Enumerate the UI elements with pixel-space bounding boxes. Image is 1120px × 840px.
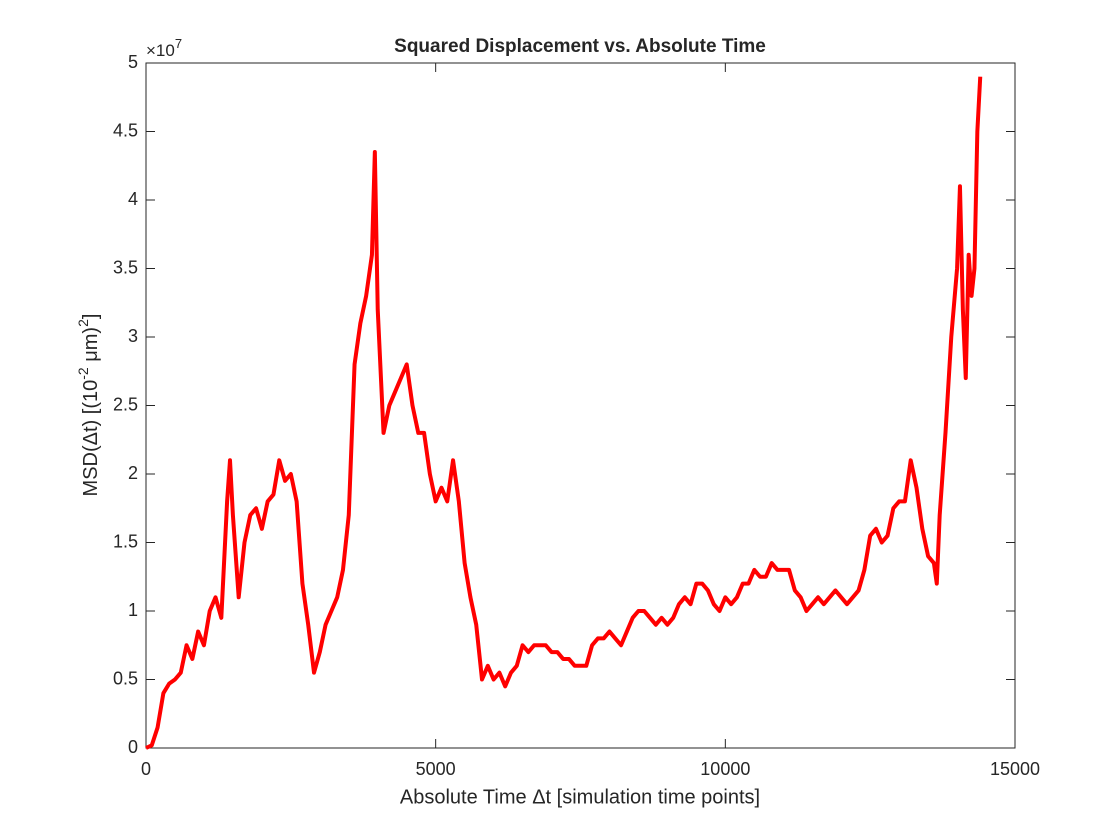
x-tick-label: 5000 — [416, 759, 456, 779]
x-tick-label: 15000 — [990, 759, 1040, 779]
y-scale-exponent: 7 — [175, 36, 182, 51]
y-label-part: ] — [80, 314, 102, 320]
y-tick-label: 0 — [128, 737, 138, 757]
x-tick-label: 10000 — [700, 759, 750, 779]
y-tick-label: 5 — [128, 52, 138, 72]
y-tick-label: 0.5 — [113, 668, 138, 688]
y-label-part: μm) — [80, 327, 102, 367]
y-tick-label: 2 — [128, 463, 138, 483]
y-tick-label: 1.5 — [113, 531, 138, 551]
y-tick-label: 4.5 — [113, 120, 138, 140]
y-axis-label: MSD(Δt) [(10-2 μm)2] — [75, 314, 103, 497]
y-tick-label: 1 — [128, 600, 138, 620]
x-axis-label: Absolute Time Δt [simulation time points… — [400, 786, 760, 808]
y-tick-label: 3 — [128, 326, 138, 346]
y-scale-base: ×10 — [146, 41, 175, 60]
chart-title: Squared Displacement vs. Absolute Time — [394, 36, 766, 57]
y-tick-label: 4 — [128, 189, 138, 209]
x-tick-label: 0 — [141, 759, 151, 779]
data-line — [145, 76, 983, 750]
y-label-superscript: -2 — [75, 367, 91, 380]
y-label-part: MSD(Δt) [(10 — [80, 380, 102, 497]
y-scale-label: ×107 — [146, 36, 182, 61]
y-tick-label: 2.5 — [113, 394, 138, 414]
y-tick-label: 3.5 — [113, 257, 138, 277]
y-label-superscript: 2 — [75, 319, 91, 327]
